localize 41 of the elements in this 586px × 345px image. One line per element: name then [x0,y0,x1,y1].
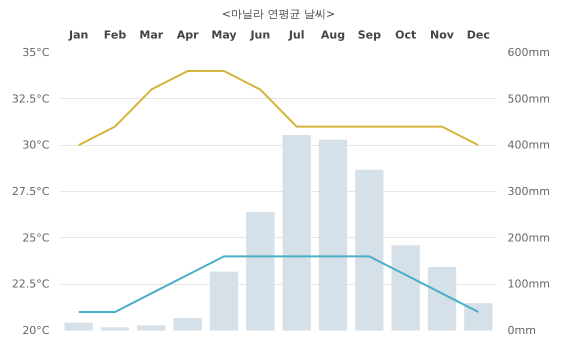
y2-tick-label: 200mm [508,231,550,244]
x-tick-label: Sep [358,28,382,42]
y-tick-label: 30°C [22,138,50,152]
y-tick-label: 20°C [22,324,50,337]
y2-tick-label: 600mm [508,46,550,59]
x-tick-label: May [211,28,237,42]
line-series [78,255,480,313]
bar [464,303,493,330]
bar [391,245,420,330]
bar [64,322,93,330]
bar [210,272,238,330]
y2-tick-label: 0mm [508,324,536,337]
bar [282,134,311,330]
y2-tick-label: 100mm [508,278,550,291]
x-tick-label: Aug [320,28,346,42]
x-tick-label: Dec [466,28,490,42]
x-tick-label: Jun [249,28,270,42]
x-tick-label: Feb [104,28,126,42]
x-tick-label: Apr [176,28,200,42]
y-tick-label: 22.5°C [12,278,50,291]
bar [137,325,166,330]
x-tick-label: Nov [430,28,455,42]
y-tick-label: 32.5°C [12,92,50,106]
x-tick-label: Jan [68,28,88,42]
chart-title: <마닐라 연평균 날씨> [222,8,336,20]
x-tick-label: Jul [288,28,305,42]
line-series [78,70,480,146]
bar [246,212,275,330]
bar [173,318,202,330]
y2-tick-label: 500mm [508,92,550,106]
bar [318,140,348,330]
y-tick-label: 25°C [22,231,50,244]
x-tick-label: Oct [395,28,416,42]
y-tick-label: 27.5°C [12,185,50,198]
x-tick-label: Mar [139,28,164,42]
y-tick-label: 35°C [22,46,50,59]
bar [355,170,384,330]
bar [100,327,130,330]
y2-tick-label: 300mm [508,185,550,198]
bar [428,267,456,330]
y2-tick-label: 400mm [508,138,550,152]
